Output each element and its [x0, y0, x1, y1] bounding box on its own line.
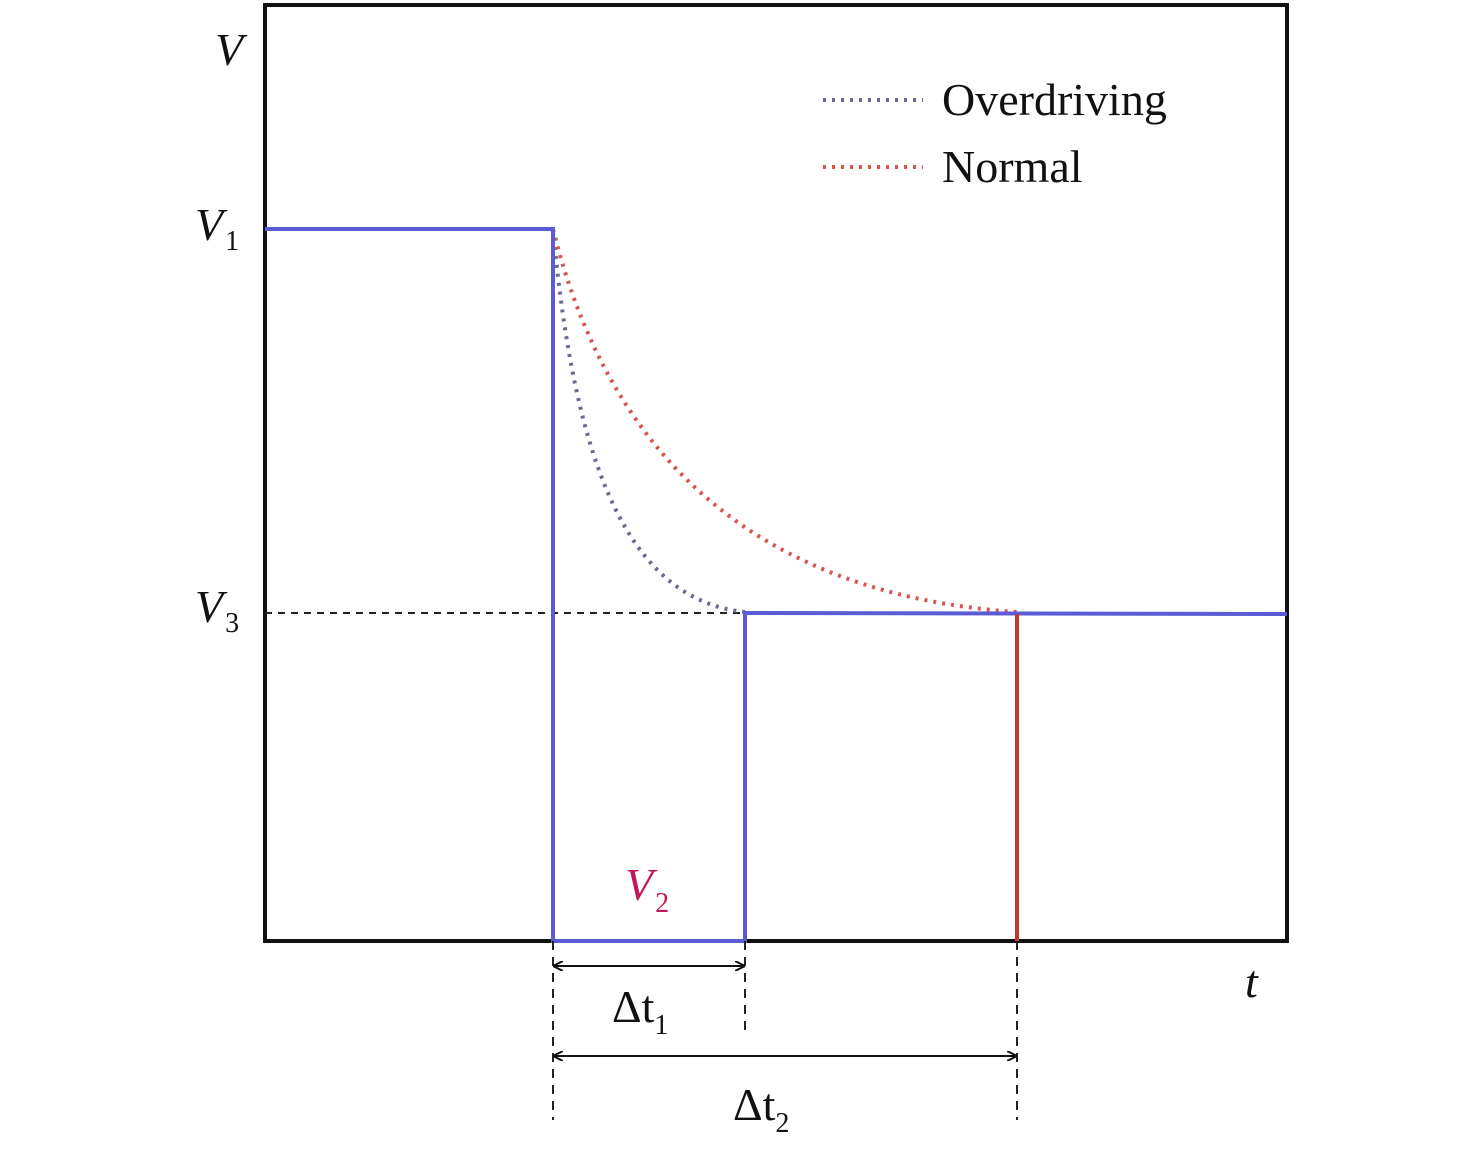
- label-sub: 2: [775, 1108, 789, 1139]
- dt1-label: Δt1: [612, 981, 668, 1041]
- label-base: V: [625, 859, 658, 910]
- v3-label: V3: [195, 581, 239, 639]
- label-base: Δt: [612, 981, 655, 1032]
- label-sub: 3: [225, 608, 239, 639]
- label-base: Δt: [733, 1079, 776, 1130]
- overdriving-curve: [551, 228, 746, 614]
- legend-label: Normal: [942, 141, 1083, 192]
- normal-curve: [551, 228, 1018, 614]
- dt2-label: Δt2: [733, 1079, 789, 1139]
- label-base: V: [195, 199, 228, 250]
- label-sub: 2: [655, 888, 669, 919]
- label-base: V: [195, 581, 228, 632]
- v1-label: V1: [195, 199, 239, 257]
- y-axis-label: V: [215, 24, 248, 75]
- plot-frame: [263, 3, 1289, 943]
- label-sub: 1: [225, 226, 239, 257]
- label-sub: 1: [654, 1010, 668, 1041]
- x-axis-label: t: [1245, 956, 1259, 1007]
- legend-label: Overdriving: [942, 74, 1167, 125]
- v2-label: V2: [625, 859, 669, 919]
- drive-waveform: [265, 227, 1288, 943]
